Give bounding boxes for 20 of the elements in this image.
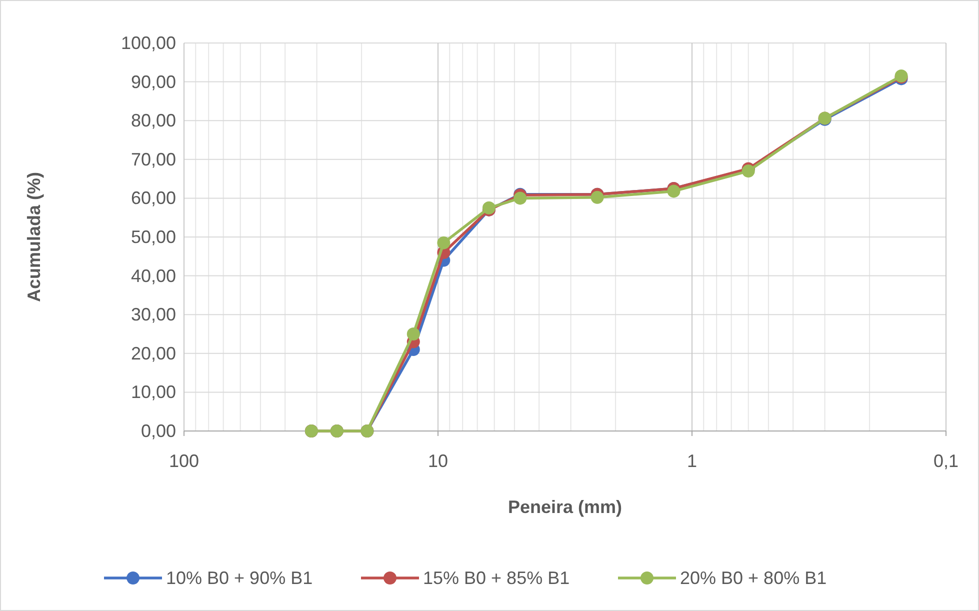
y-tick-label: 70,00: [130, 149, 176, 170]
y-tick-label: 40,00: [130, 266, 176, 286]
y-axis-title: Acumulada (%): [24, 172, 44, 302]
x-axis-title: Peneira (mm): [508, 497, 622, 517]
y-tick-label: 80,00: [130, 110, 176, 131]
y-tick-label: 60,00: [130, 188, 176, 208]
y-tick-label: 30,00: [130, 304, 176, 325]
legend-label: 15% B0 + 85% B1: [423, 568, 570, 588]
x-tick-label: 0,1: [933, 451, 959, 471]
y-tick-label: 90,00: [130, 72, 176, 92]
y-tick-label: 100,00: [120, 33, 176, 53]
y-tick-label: 0,00: [140, 421, 176, 441]
y-tick-label: 50,00: [130, 227, 176, 247]
y-tick-label: 20,00: [130, 343, 176, 364]
x-tick-label: 1: [686, 451, 698, 471]
x-tick-label: 100: [168, 451, 200, 471]
legend-label: 10% B0 + 90% B1: [166, 568, 313, 588]
y-tick-label: 10,00: [130, 382, 176, 402]
x-tick-label: 10: [428, 451, 448, 471]
legend-label: 20% B0 + 80% B1: [680, 568, 827, 588]
